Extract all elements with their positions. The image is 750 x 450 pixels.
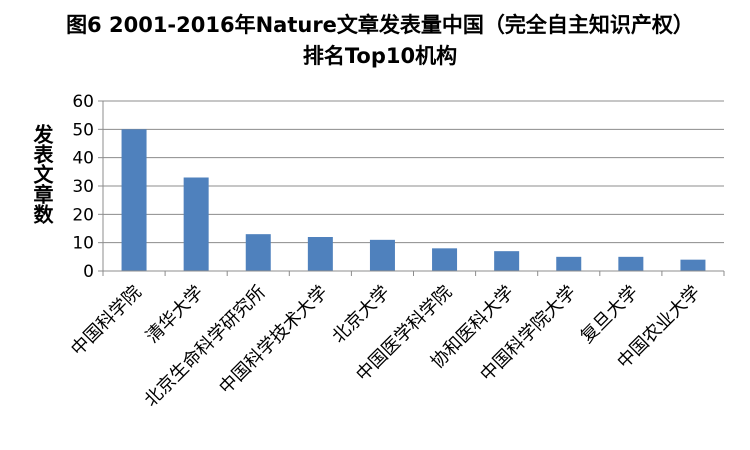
bars — [121, 129, 706, 271]
axes — [102, 101, 725, 276]
bar — [618, 256, 644, 271]
bar — [245, 234, 271, 271]
y-tick-label: 10 — [72, 234, 94, 254]
bar — [307, 237, 333, 271]
bar — [556, 256, 582, 271]
y-tick-label: 0 — [83, 262, 94, 282]
y-tick-label: 40 — [72, 149, 94, 169]
y-tick-label: 60 — [72, 92, 94, 112]
bar — [494, 251, 520, 271]
category-labels: 中国科学院清华大学北京生命科学研究所中国科学技术大学北京大学中国医学科学院协和医… — [67, 282, 704, 411]
bar — [183, 177, 209, 271]
bar — [432, 248, 458, 271]
y-tick-label: 50 — [72, 120, 94, 140]
bar — [680, 259, 706, 271]
category-label: 中国科学技术大学 — [215, 282, 332, 399]
category-label: 中国科学院 — [67, 282, 145, 360]
y-tick-label: 20 — [72, 205, 94, 225]
category-label: 北京生命科学研究所 — [140, 282, 269, 411]
y-tick-labels: 0 10 20 30 40 50 60 — [72, 92, 94, 282]
chart-title: 图6 2001-2016年Nature文章发表量中国（完全自主知识产权）排名To… — [66, 13, 694, 68]
bar — [369, 239, 395, 271]
y-axis-label: 发表文章数 — [30, 124, 54, 224]
y-tick-label: 30 — [72, 177, 94, 197]
bar — [121, 129, 147, 271]
